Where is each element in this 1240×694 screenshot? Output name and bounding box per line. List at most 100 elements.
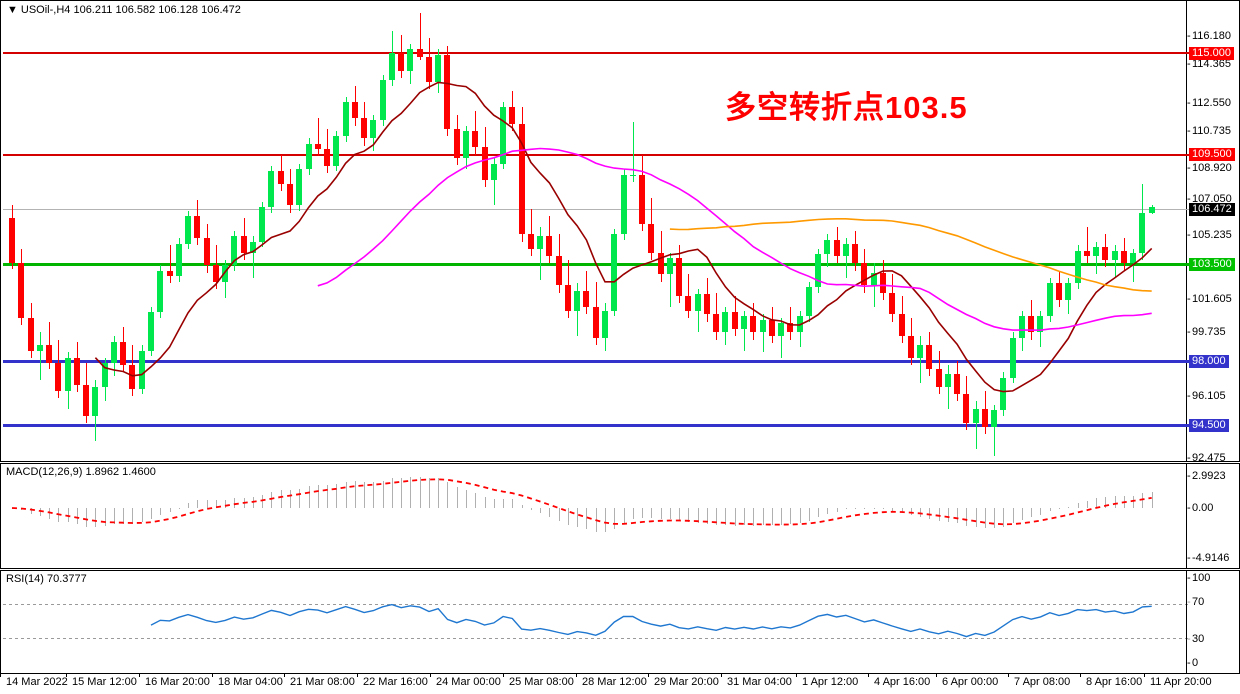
- macd-histogram-bar: [929, 508, 930, 519]
- price-level-label[interactable]: 103.500: [1189, 258, 1235, 271]
- macd-signal-line: [11, 478, 1152, 526]
- macd-histogram-bar: [735, 508, 736, 526]
- time-axis-label: 8 Apr 16:00: [1086, 676, 1143, 688]
- moving-average-overlay: [94, 81, 1153, 393]
- rsi-band-70: [3, 603, 1189, 605]
- macd-histogram-bar: [818, 508, 819, 518]
- time-axis-tick: [430, 673, 431, 677]
- macd-histogram-bar: [512, 499, 513, 508]
- macd-histogram-bar: [447, 482, 448, 508]
- macd-tick: --4.9146: [1187, 552, 1230, 564]
- macd-histogram-bar: [763, 508, 764, 526]
- rsi-tick: -30: [1187, 633, 1205, 645]
- macd-histogram-bar: [614, 508, 615, 530]
- macd-histogram-bar: [179, 507, 180, 509]
- macd-histogram-bar: [716, 508, 717, 526]
- macd-tick: -0.00: [1187, 502, 1214, 514]
- macd-histogram-bar: [957, 508, 958, 524]
- macd-histogram-bar: [281, 490, 282, 508]
- collapse-icon[interactable]: ▼: [7, 4, 18, 16]
- rsi-panel[interactable]: RSI(14) 70.3777 -100 -70 -30 -0: [0, 570, 1240, 674]
- macd-histogram-bar: [725, 508, 726, 526]
- macd-histogram-bar: [985, 508, 986, 529]
- macd-histogram-bar: [707, 508, 708, 524]
- macd-histogram-bar: [355, 481, 356, 508]
- macd-histogram-bar: [31, 508, 32, 514]
- time-axis-tick: [648, 673, 649, 677]
- macd-histogram-bar: [1105, 497, 1106, 508]
- time-axis-label: 28 Mar 12:00: [582, 676, 647, 688]
- macd-histogram-bar: [633, 508, 634, 520]
- time-axis-tick: [357, 673, 358, 677]
- level-line-support-94-5[interactable]: [3, 424, 1189, 427]
- macd-histogram-bar: [605, 508, 606, 533]
- macd-histogram-bar: [902, 508, 903, 513]
- macd-histogram-bar: [475, 492, 476, 508]
- macd-histogram-bar: [1022, 508, 1023, 520]
- macd-histogram-bar: [1031, 508, 1032, 518]
- macd-histogram-bar: [1087, 500, 1088, 508]
- time-axis-label: 21 Mar 08:00: [290, 676, 355, 688]
- price-tick: -107.050: [1187, 193, 1232, 205]
- macd-histogram-bar: [1013, 508, 1014, 524]
- macd-histogram-bar: [197, 500, 198, 508]
- macd-histogram-bar: [1096, 498, 1097, 508]
- macd-histogram-bar: [670, 508, 671, 519]
- macd-histogram-bar: [994, 508, 995, 529]
- time-axis-tick: [796, 673, 797, 677]
- macd-histogram-bar: [753, 508, 754, 526]
- time-axis-tick: [0, 673, 1, 677]
- time-axis-label: 25 Mar 08:00: [509, 676, 574, 688]
- macd-histogram-bar: [1059, 508, 1060, 510]
- time-axis-label: 22 Mar 16:00: [363, 676, 428, 688]
- macd-histogram-bar: [966, 508, 967, 526]
- macd-signal-overlay: [11, 478, 1152, 526]
- macd-histogram-bar: [262, 495, 263, 508]
- time-axis-label: 18 Mar 04:00: [218, 676, 283, 688]
- macd-histogram-bar: [318, 485, 319, 508]
- rsi-label: RSI(14) 70.3777: [6, 573, 87, 585]
- macd-histogram-bar: [438, 478, 439, 508]
- macd-histogram-bar: [559, 508, 560, 521]
- macd-histogram-bar: [1050, 508, 1051, 512]
- time-axis-label: 7 Apr 08:00: [1014, 676, 1071, 688]
- macd-histogram-bar: [976, 508, 977, 527]
- macd-histogram-bar: [410, 476, 411, 508]
- time-axis-tick: [139, 673, 140, 677]
- price-level-label[interactable]: 98.000: [1189, 355, 1229, 368]
- macd-histogram-bar: [290, 490, 291, 508]
- level-line-current-price-line[interactable]: [3, 209, 1189, 210]
- price-chart-panel[interactable]: ▼ USOil-,H4 106.211 106.582 106.128 106.4…: [0, 0, 1240, 464]
- price-scale[interactable]: -116.180 -114.365 -112.550 -110.735 -108.920…: [1186, 1, 1239, 464]
- price-level-label[interactable]: 106.472: [1189, 203, 1235, 216]
- macd-histogram-bar: [95, 508, 96, 528]
- macd-histogram-bar: [1040, 508, 1041, 515]
- macd-histogram-bar: [114, 508, 115, 525]
- price-level-label[interactable]: 115.000: [1189, 47, 1234, 60]
- level-line-resistance-109-5[interactable]: [3, 154, 1189, 156]
- price-level-label[interactable]: 94.500: [1189, 419, 1229, 432]
- macd-panel[interactable]: MACD(12,26,9) 1.8962 1.4600 -2.9923 -0.00…: [0, 463, 1240, 569]
- price-tick: -108.920: [1187, 162, 1232, 174]
- macd-histogram-bar: [77, 508, 78, 525]
- time-axis-label: 14 Mar 2022: [6, 676, 68, 688]
- price-tick: -99.735: [1187, 326, 1226, 338]
- price-tick: -92.475: [1187, 452, 1226, 464]
- macd-histogram-bar: [429, 477, 430, 508]
- rsi-line: [150, 603, 1152, 638]
- macd-histogram-bar: [920, 508, 921, 517]
- level-line-support-98[interactable]: [3, 360, 1189, 363]
- macd-histogram-bar: [661, 508, 662, 520]
- time-axis-label: 4 Apr 16:00: [874, 676, 931, 688]
- price-level-label[interactable]: 109.500: [1189, 148, 1235, 161]
- macd-histogram-bar: [864, 508, 865, 509]
- macd-histogram-bar: [188, 502, 189, 508]
- macd-histogram-bar: [392, 478, 393, 508]
- macd-histogram-bar: [837, 508, 838, 512]
- price-tick: -112.550: [1187, 97, 1231, 109]
- price-tick: -105.235: [1187, 229, 1232, 241]
- macd-histogram-bar: [688, 508, 689, 523]
- level-line-resistance-115[interactable]: [3, 52, 1189, 54]
- rsi-tick: -0: [1187, 657, 1199, 669]
